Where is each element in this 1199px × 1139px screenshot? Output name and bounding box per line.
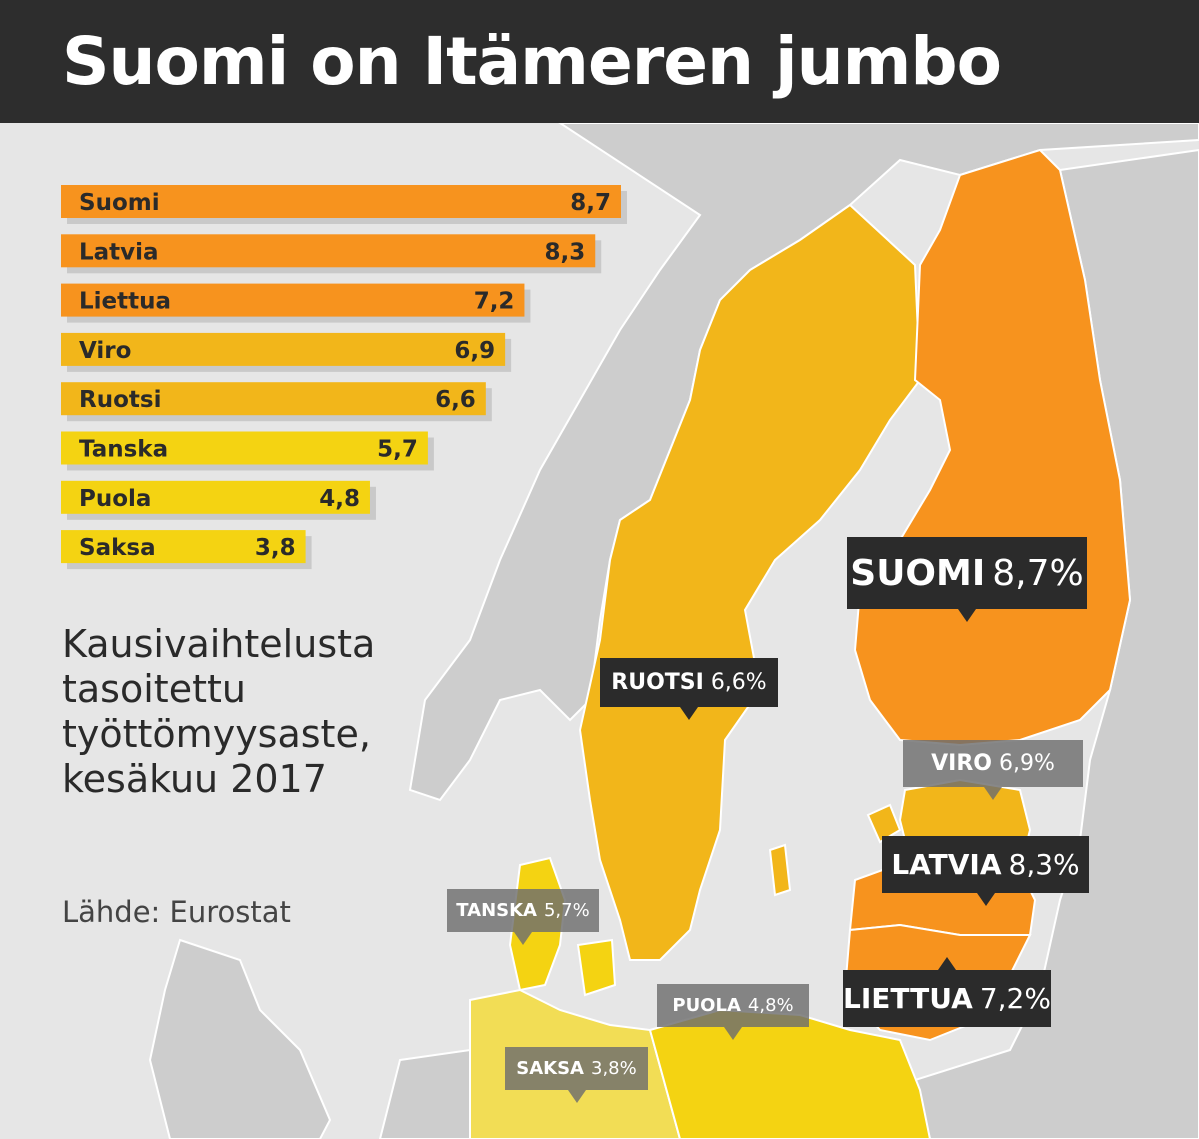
callout-pointer — [958, 609, 976, 622]
map-label-tanska: TANSKA 5,7% — [447, 889, 599, 945]
map-label-puola: PUOLA 4,8% — [657, 984, 809, 1040]
bar-viro — [61, 332, 506, 366]
bar-tanska — [61, 431, 428, 465]
callout-pointer — [984, 787, 1002, 800]
bar-suomi — [61, 185, 621, 218]
callout-pointer — [567, 1090, 586, 1103]
map-label-suomi: SUOMI 8,7% — [847, 537, 1087, 622]
map-label-country: SAKSA — [516, 1058, 584, 1079]
bar-value-label: 8,3 — [545, 239, 586, 265]
bar-category-label: Suomi — [79, 190, 160, 216]
bar-value-label: 8,7 — [570, 190, 611, 216]
bar-category-label: Saksa — [79, 535, 156, 561]
bar-saksa — [61, 530, 306, 564]
map-label-country: SUOMI — [850, 552, 986, 594]
bar-category-label: Tanska — [79, 437, 168, 463]
bar-puola — [61, 480, 370, 514]
source-text: Lähde: Eurostat — [62, 895, 291, 929]
map-label-value: 8,7% — [992, 552, 1084, 594]
zealand-island — [576, 938, 617, 997]
map-label-value: 6,9% — [998, 751, 1055, 776]
bar-value-label: 7,2 — [474, 289, 515, 315]
map-label-value: 5,7% — [543, 900, 590, 921]
bar-category-label: Latvia — [79, 239, 159, 265]
map-label-value: 4,8% — [747, 995, 794, 1016]
map-label-country: RUOTSI — [611, 670, 704, 695]
map-label-ruotsi: RUOTSI 6,6% — [600, 658, 778, 720]
description-line: kesäkuu 2017 — [62, 757, 327, 801]
map-label-country: LATVIA — [891, 848, 1002, 881]
callout-pointer — [976, 893, 995, 906]
header-bar: Suomi on Itämeren jumbo — [0, 0, 1199, 123]
map-label-country: PUOLA — [672, 995, 741, 1016]
map-label-value: 7,2% — [979, 982, 1051, 1015]
bar-category-label: Ruotsi — [79, 387, 161, 413]
bar-value-label: 6,9 — [454, 338, 495, 364]
page-title: Suomi on Itämeren jumbo — [62, 23, 1002, 100]
chart-description: Kausivaihtelusta tasoitettu työttömyysas… — [62, 622, 422, 802]
description-line: Kausivaihtelusta — [62, 622, 376, 666]
map-label-saksa: SAKSA 3,8% — [505, 1047, 648, 1103]
bar-chart: Suomi 8,7 Latvia 8,3 Liettua 7,2 Viro 6,9 Ruotsi… — [61, 185, 627, 570]
bar-value-label: 6,6 — [435, 387, 476, 413]
bar-liettua — [61, 283, 525, 317]
uk-land — [148, 938, 332, 1139]
bar-ruotsi — [61, 382, 486, 416]
map-label-latvia: LATVIA 8,3% — [882, 836, 1089, 906]
norway-land — [408, 123, 1199, 802]
description-line: työttömyysaste, — [62, 712, 371, 756]
map-label-value: 3,8% — [591, 1058, 637, 1079]
gotland-island — [768, 843, 792, 897]
sweden-region — [578, 203, 922, 961]
bar-category-label: Liettua — [79, 289, 171, 315]
bar-category-label: Viro — [79, 338, 131, 364]
map-label-country: TANSKA — [456, 900, 537, 921]
map-label-liettua: LIETTUA 7,2% — [843, 957, 1051, 1027]
callout-pointer — [680, 707, 698, 720]
map-label-value: 8,3% — [1008, 848, 1080, 881]
bar-category-label: Puola — [79, 486, 151, 512]
saaremaa-island — [866, 803, 902, 844]
callout-pointer — [514, 932, 532, 945]
callout-pointer — [938, 957, 956, 970]
callout-pointer — [724, 1027, 742, 1040]
map-label-viro: VIRO 6,9% — [903, 740, 1083, 800]
map-label-country: LIETTUA — [843, 982, 973, 1015]
bar-latvia — [61, 234, 596, 268]
map-label-value: 6,6% — [710, 670, 767, 695]
bar-value-label: 4,8 — [319, 486, 360, 512]
map-label-country: VIRO — [931, 751, 992, 776]
description-line: tasoitettu — [62, 667, 246, 711]
bar-value-label: 5,7 — [377, 437, 418, 463]
bar-value-label: 3,8 — [255, 535, 296, 561]
